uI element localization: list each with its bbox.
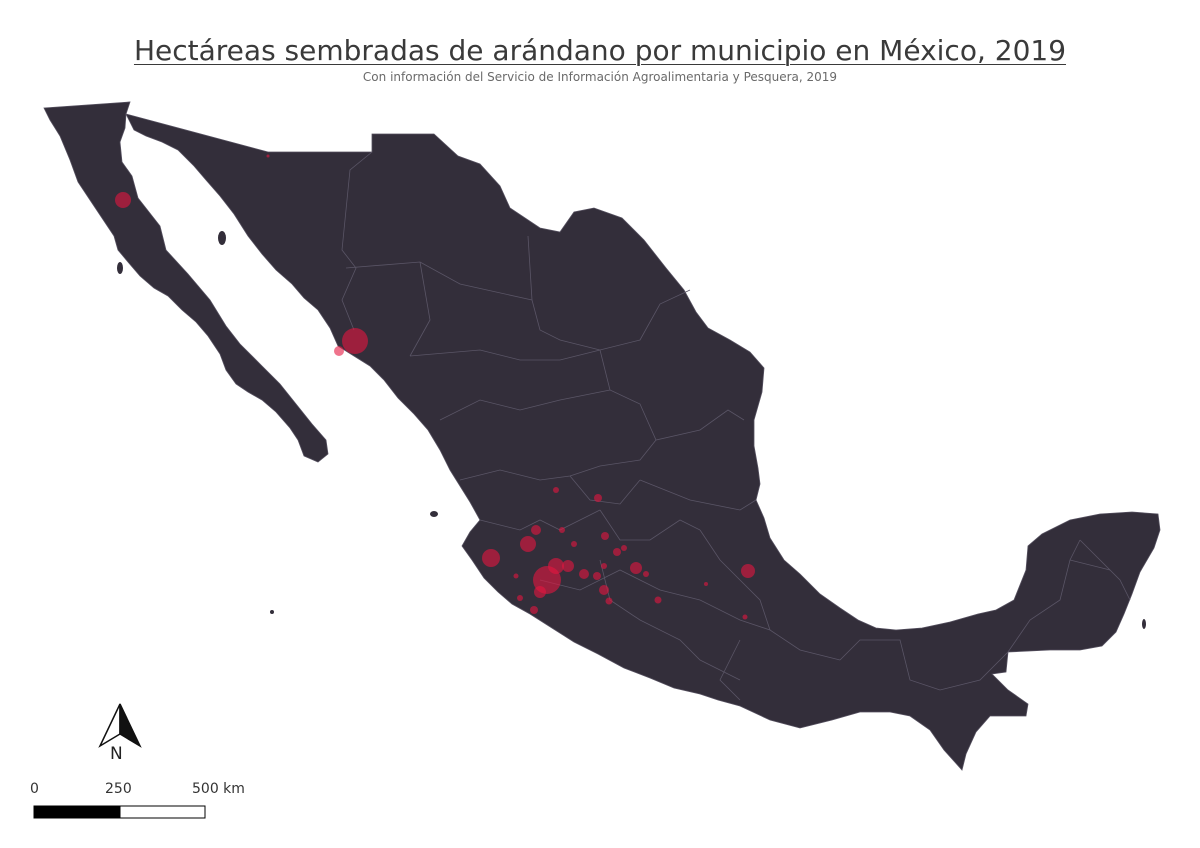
point [605,597,613,605]
gulf-of-california [132,140,332,368]
north-arrow-label: N [110,744,123,764]
scale-bar [33,805,206,819]
state-borders [341,151,1131,701]
map-subtitle: Con información del Servicio de Informac… [362,70,838,84]
point [534,586,546,598]
baja-california-landmass [43,101,329,463]
scale-label-250: 250 [105,781,132,797]
point [741,564,755,578]
point [630,562,642,574]
point [266,154,270,158]
point [482,549,500,567]
point [654,596,662,604]
point [115,192,131,208]
mainland-landmass [125,113,1161,771]
point [621,545,627,551]
point [613,548,621,556]
point [601,532,609,540]
point [342,328,368,354]
point [562,560,574,572]
point [601,563,607,569]
point [704,582,708,586]
scale-label-0: 0 [30,781,39,797]
point [334,346,344,356]
point [579,569,589,579]
point [593,572,601,580]
north-arrow-icon [98,703,142,748]
point [643,571,649,577]
scale-label-500: 500 km [192,781,245,797]
point [742,614,748,620]
point [513,573,519,579]
map-title: Hectáreas sembradas de arándano por muni… [133,34,1067,67]
islands [117,231,1146,629]
point [599,585,609,595]
point [559,527,565,533]
point [548,558,564,574]
point [571,541,577,547]
point [530,606,538,614]
production-points [115,154,755,620]
point [531,525,541,535]
point [517,595,523,601]
point [553,487,559,493]
point [520,536,536,552]
point [594,494,602,502]
